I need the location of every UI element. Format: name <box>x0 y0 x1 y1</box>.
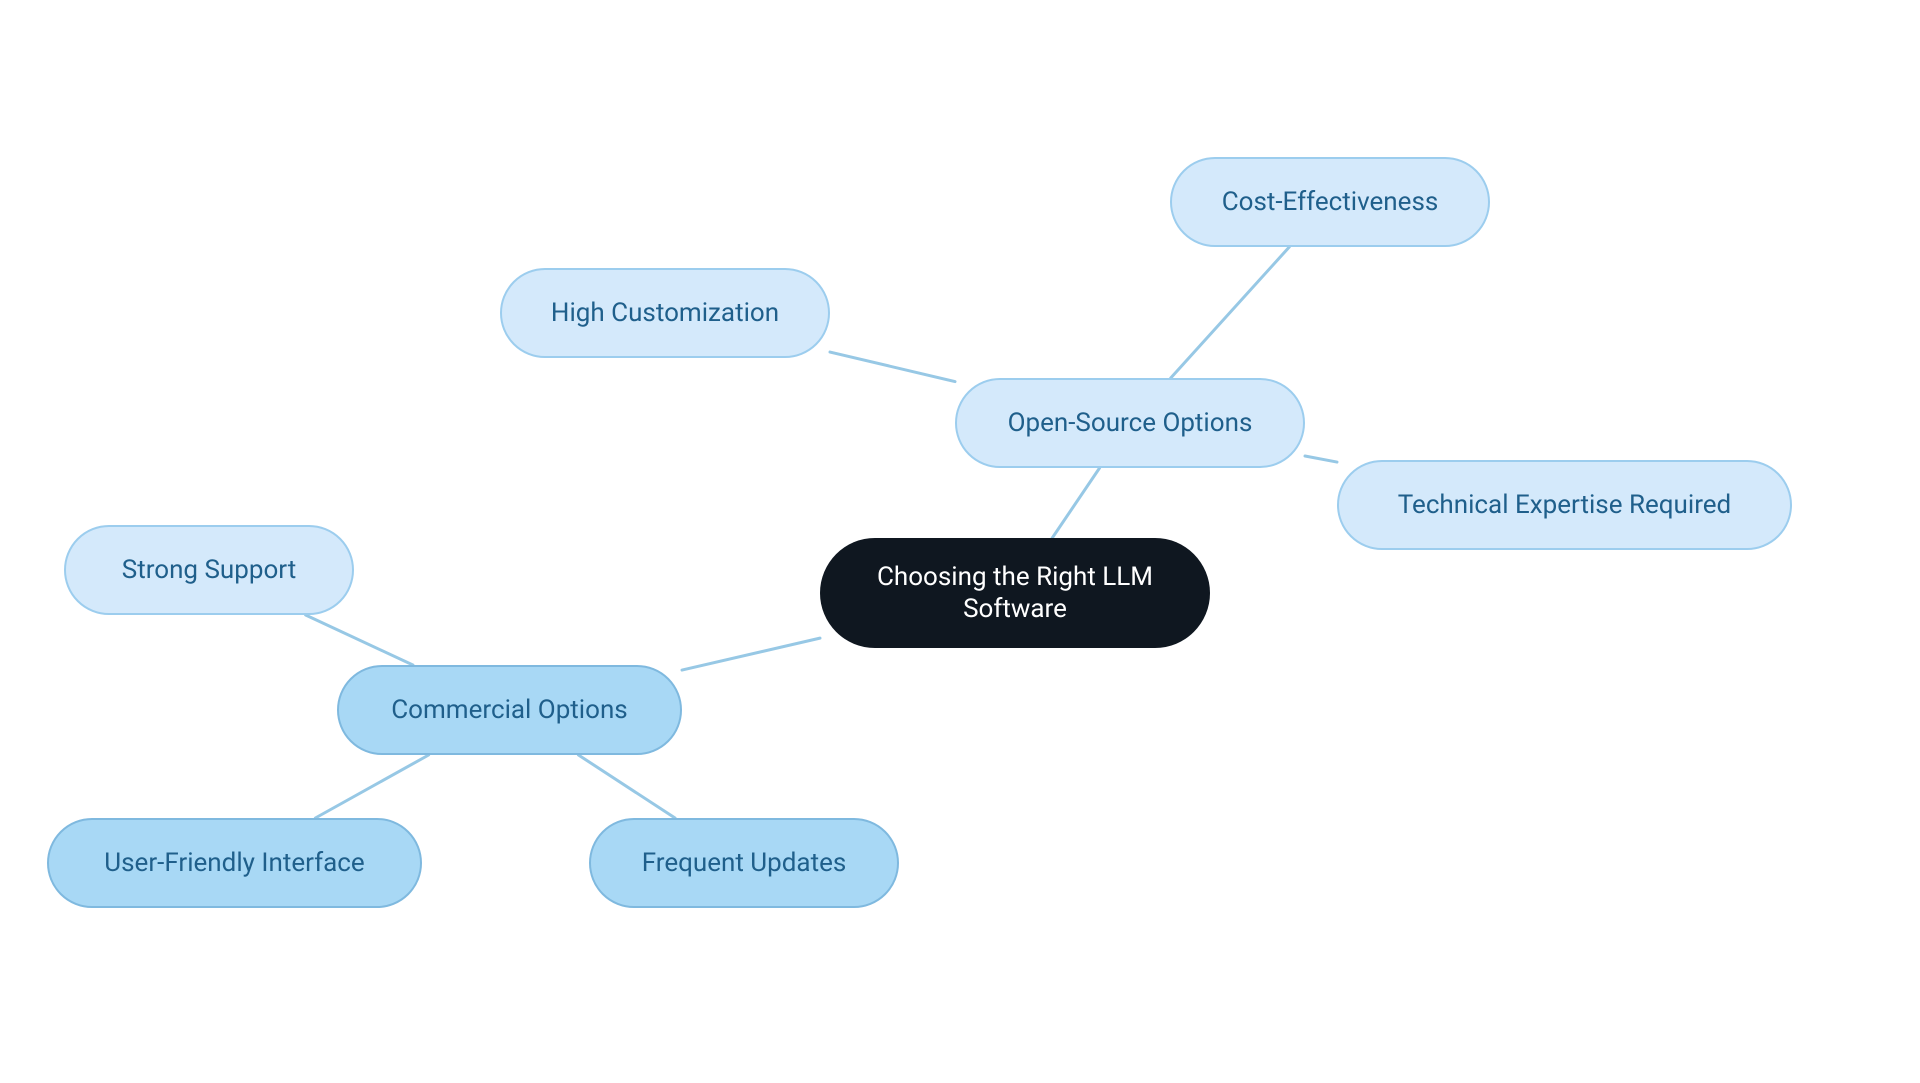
edge <box>1052 468 1099 538</box>
edge <box>1305 456 1337 462</box>
node-label: User-Friendly Interface <box>104 847 364 880</box>
node-label: Cost-Effectiveness <box>1222 186 1439 219</box>
node-label: Strong Support <box>122 554 296 587</box>
node-label: Frequent Updates <box>642 847 847 880</box>
mindmap-canvas: Choosing the Right LLM Software Open-Sour… <box>0 0 1920 1083</box>
node-open: Open-Source Options <box>955 378 1305 468</box>
edge <box>830 352 955 382</box>
node-label: High Customization <box>551 297 779 330</box>
node-label: Technical Expertise Required <box>1398 489 1731 522</box>
edge <box>578 755 675 818</box>
node-tech: Technical Expertise Required <box>1337 460 1792 550</box>
node-updates: Frequent Updates <box>589 818 899 908</box>
edge <box>1171 247 1290 378</box>
edge <box>315 755 428 818</box>
node-label: Open-Source Options <box>1008 407 1253 440</box>
node-root: Choosing the Right LLM Software <box>820 538 1210 648</box>
node-label: Choosing the Right LLM Software <box>844 561 1186 626</box>
node-label: Commercial Options <box>391 694 627 727</box>
node-support: Strong Support <box>64 525 354 615</box>
edge <box>682 638 820 670</box>
node-comm: Commercial Options <box>337 665 682 755</box>
node-cost: Cost-Effectiveness <box>1170 157 1490 247</box>
node-ui: User-Friendly Interface <box>47 818 422 908</box>
node-custom: High Customization <box>500 268 830 358</box>
edge <box>306 615 413 665</box>
